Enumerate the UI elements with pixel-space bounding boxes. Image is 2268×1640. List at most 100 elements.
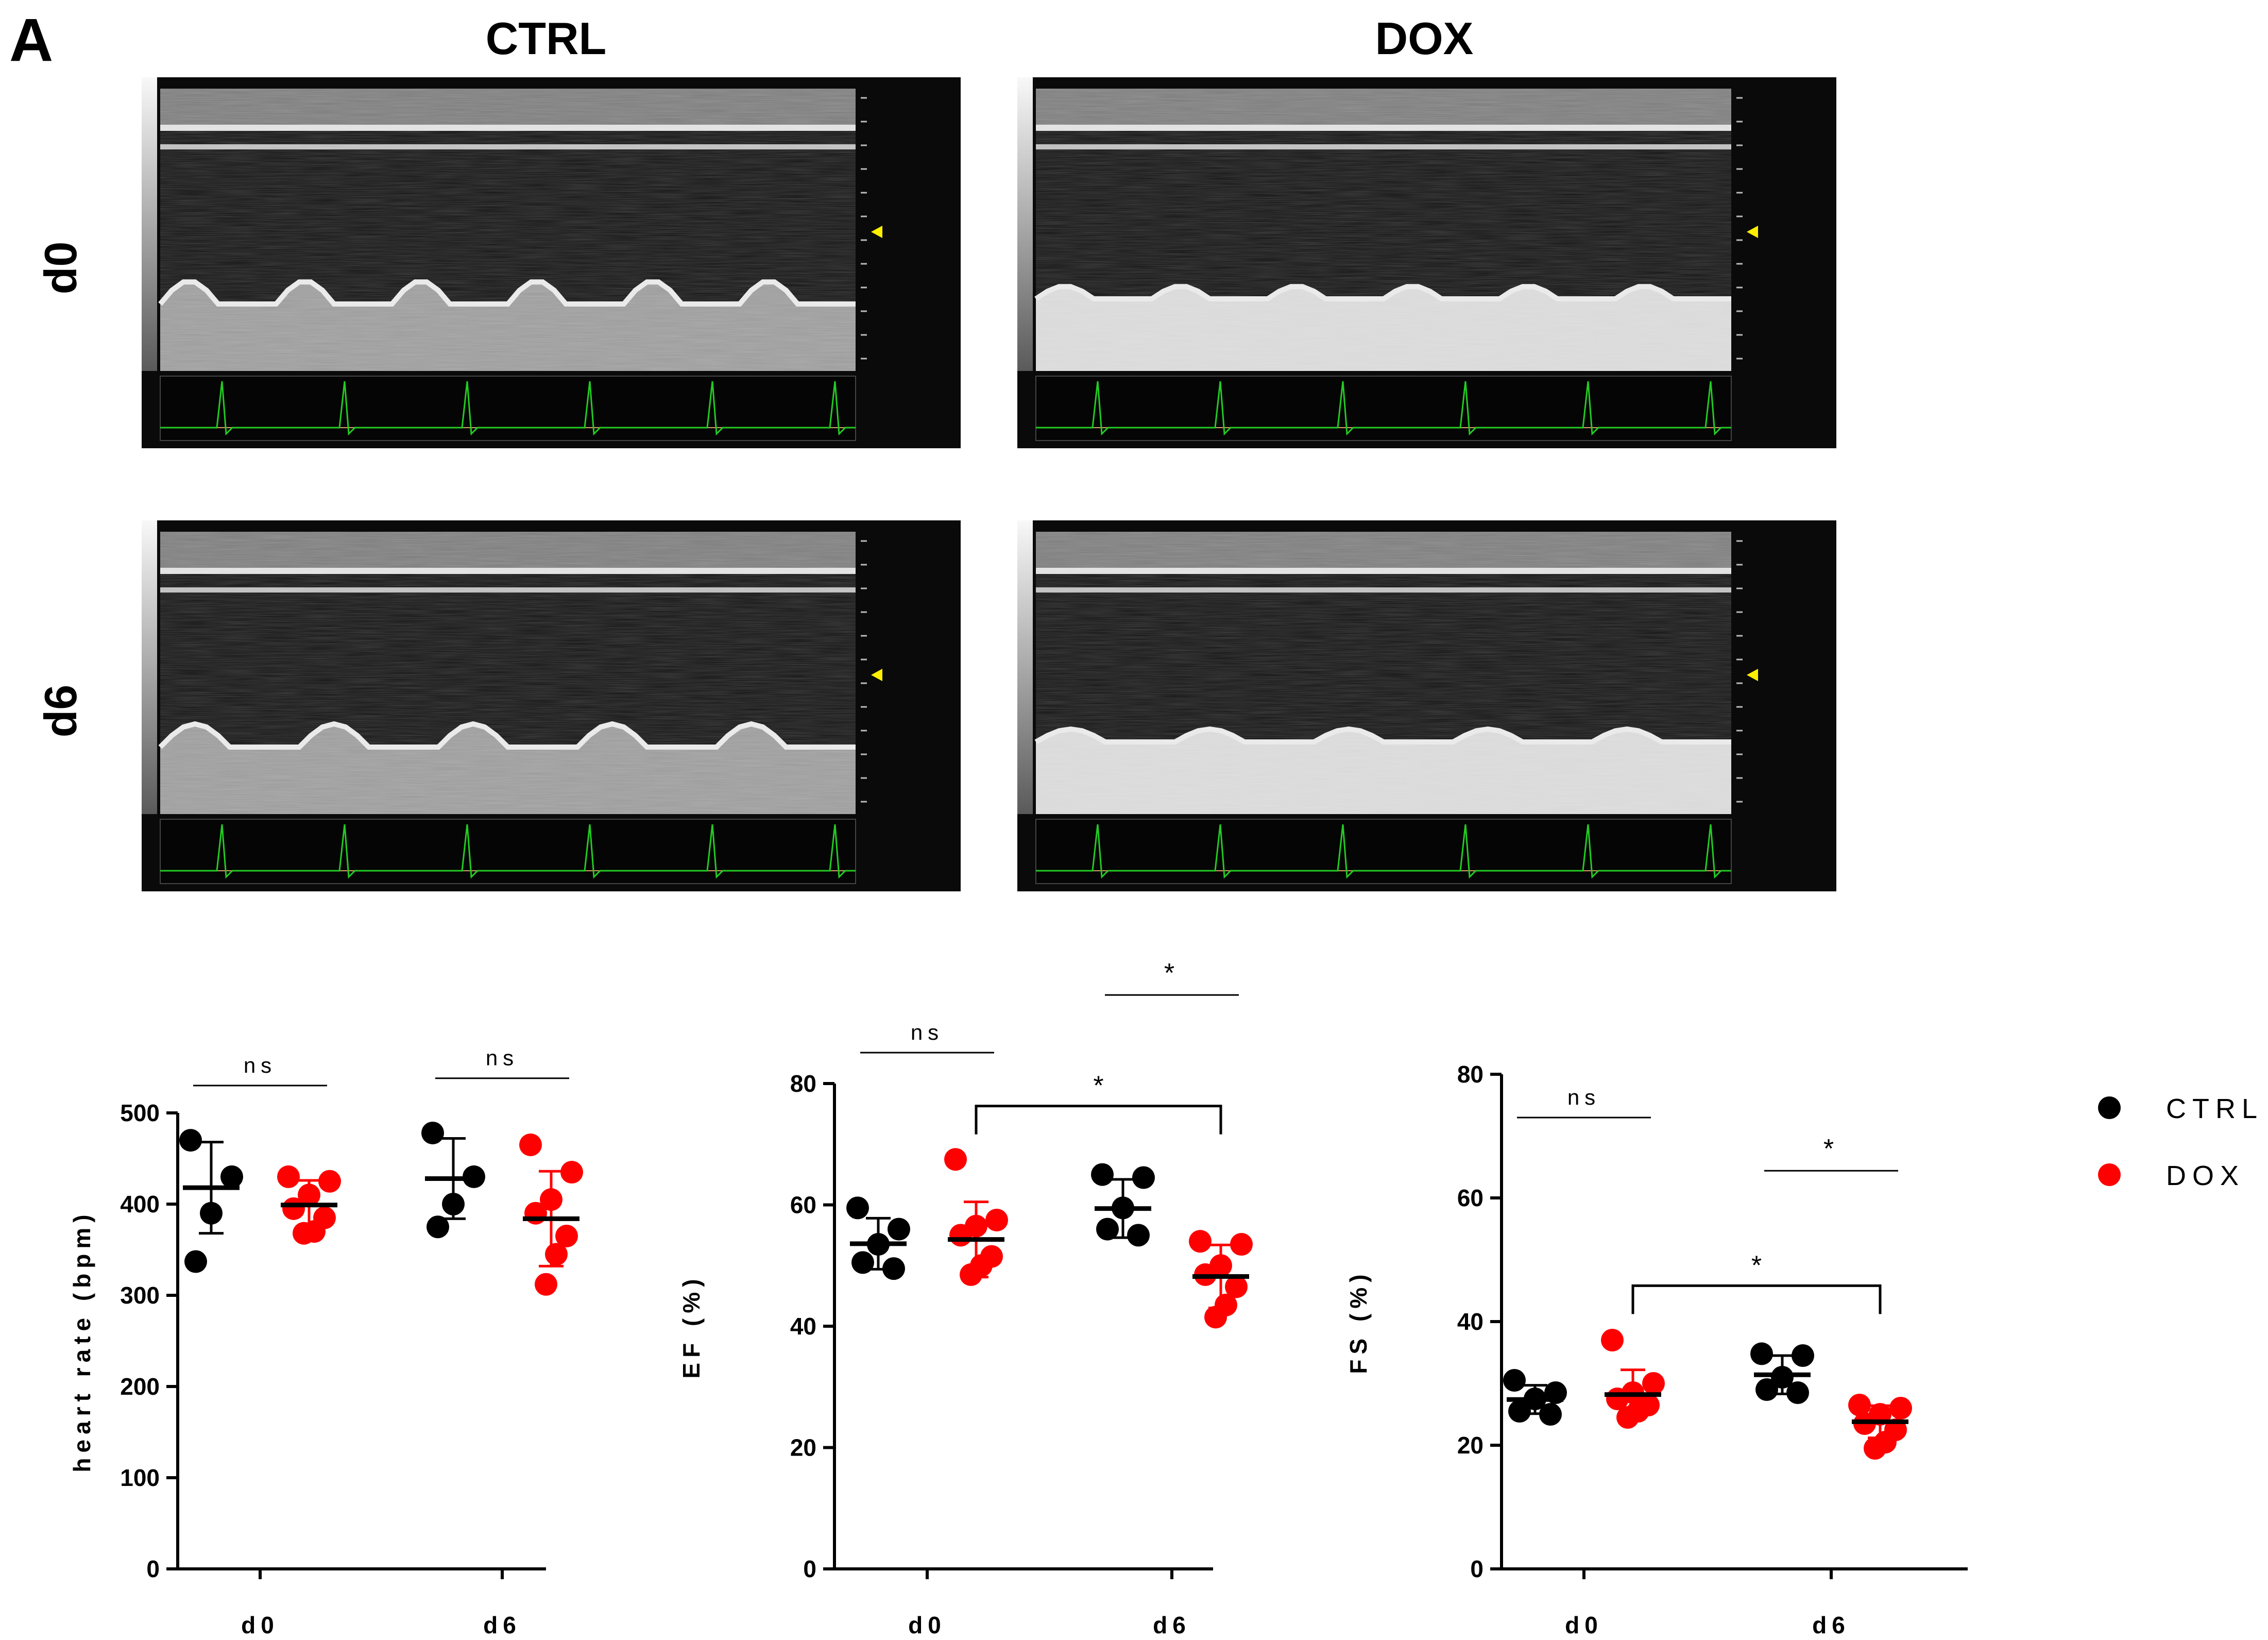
data-point — [960, 1263, 982, 1286]
row-label: d0 — [35, 242, 86, 295]
data-point — [1230, 1233, 1253, 1256]
y-tick-label: 20 — [1457, 1432, 1483, 1459]
data-point — [1889, 1397, 1912, 1419]
y-tick-label: 80 — [790, 1070, 816, 1097]
y-axis-label: EF (%) — [678, 1274, 705, 1378]
data-point — [427, 1215, 449, 1239]
data-point — [846, 1196, 869, 1220]
data-point — [1539, 1403, 1562, 1426]
data-point — [1750, 1342, 1773, 1365]
data-point — [1132, 1166, 1155, 1189]
y-tick-label: 80 — [1457, 1061, 1483, 1088]
data-point — [985, 1208, 1008, 1231]
echo-speckle — [160, 89, 856, 371]
significance-label: * — [1093, 1071, 1103, 1101]
comparison-bracket — [975, 1105, 1222, 1135]
data-point — [1792, 1344, 1814, 1367]
comparison-bracket — [1631, 1284, 1882, 1314]
column-label: CTRL — [486, 13, 607, 64]
echo-image — [1017, 77, 1836, 448]
data-point — [184, 1250, 207, 1273]
legend-item: CTRL — [2098, 1093, 2263, 1124]
data-point — [282, 1197, 305, 1220]
legend-marker — [2098, 1163, 2121, 1186]
data-point — [293, 1222, 315, 1245]
y-axis-label: FS (%) — [1345, 1269, 1372, 1374]
data-point — [1848, 1394, 1871, 1416]
panel-letter: A — [9, 6, 53, 74]
y-tick-label: 300 — [120, 1282, 160, 1309]
data-point — [277, 1165, 300, 1188]
y-tick-label: 20 — [790, 1434, 816, 1461]
data-point — [318, 1170, 341, 1193]
chart-panel: 0 100 200 300 400 500 d0 d6 heart rate (bpm) ns ns — [69, 1046, 583, 1638]
ecg-trace — [160, 824, 856, 879]
data-point — [1601, 1329, 1624, 1351]
y-tick-label: 200 — [120, 1373, 160, 1400]
y-axis-label: heart rate (bpm) — [69, 1209, 95, 1472]
echo-image — [1017, 520, 1836, 891]
data-point — [535, 1273, 557, 1296]
y-tick-label: 40 — [1457, 1308, 1483, 1335]
data-point — [524, 1202, 547, 1225]
y-tick-label: 500 — [120, 1100, 160, 1126]
chart-panel: 0 20 40 60 80 d0 d6 EF (%) ns * * — [678, 958, 1253, 1638]
legend-item: DOX — [2098, 1160, 2245, 1191]
ecg-trace — [1036, 381, 1731, 436]
y-tick-label: 60 — [790, 1192, 816, 1219]
x-tick-label: d0 — [1565, 1612, 1603, 1638]
data-point — [560, 1161, 583, 1184]
data-point — [1786, 1381, 1809, 1404]
echo-images: CTRL DOX d0 d6 — [35, 13, 1836, 891]
data-point — [1225, 1275, 1248, 1298]
echo-speckle — [160, 532, 856, 814]
data-point — [220, 1165, 243, 1188]
significance-label: ns — [486, 1046, 519, 1070]
data-point — [1204, 1306, 1227, 1329]
ecg-trace — [1036, 824, 1731, 879]
x-tick-label: d6 — [483, 1612, 521, 1638]
data-point — [1616, 1406, 1639, 1429]
row-label: d6 — [35, 685, 86, 738]
grayscale-bar — [142, 520, 157, 814]
data-point — [421, 1121, 444, 1144]
data-point — [1864, 1437, 1886, 1460]
grayscale-bar — [142, 77, 157, 371]
data-point — [1189, 1230, 1212, 1253]
significance-label: * — [1751, 1250, 1762, 1280]
data-point — [1127, 1224, 1150, 1247]
x-tick-label: d0 — [908, 1612, 946, 1638]
significance-label: ns — [1567, 1085, 1600, 1109]
ecg-strip — [1035, 376, 1732, 441]
y-tick-label: 100 — [120, 1464, 160, 1491]
legend-label: DOX — [2166, 1160, 2245, 1191]
legend-marker — [2098, 1096, 2121, 1119]
echo-speckle — [1036, 532, 1731, 814]
data-point — [888, 1218, 910, 1241]
significance-label: ns — [911, 1020, 944, 1044]
data-point — [1091, 1163, 1114, 1186]
x-tick-label: d6 — [1153, 1612, 1191, 1638]
data-point — [949, 1224, 972, 1247]
depth-marker-icon — [1747, 226, 1758, 238]
data-point — [1755, 1378, 1778, 1401]
legend-label: CTRL — [2166, 1093, 2263, 1124]
data-point — [1508, 1400, 1531, 1423]
significance-label: * — [1823, 1134, 1839, 1164]
significance-label: * — [1164, 958, 1180, 988]
y-tick-label: 0 — [803, 1556, 816, 1582]
echo-speckle — [1036, 89, 1731, 371]
chart-panel: 0 20 40 60 80 d0 d6 FS (%) ns * * — [1345, 1061, 1968, 1638]
echo-image — [142, 520, 961, 891]
data-point — [1503, 1369, 1526, 1392]
y-tick-label: 0 — [1470, 1556, 1483, 1582]
ecg-trace — [160, 381, 856, 436]
x-tick-label: d6 — [1812, 1612, 1850, 1638]
y-tick-label: 40 — [790, 1313, 816, 1340]
y-tick-label: 400 — [120, 1191, 160, 1218]
data-point — [545, 1243, 568, 1266]
grayscale-bar — [1017, 77, 1033, 371]
significance-label: ns — [244, 1053, 277, 1077]
